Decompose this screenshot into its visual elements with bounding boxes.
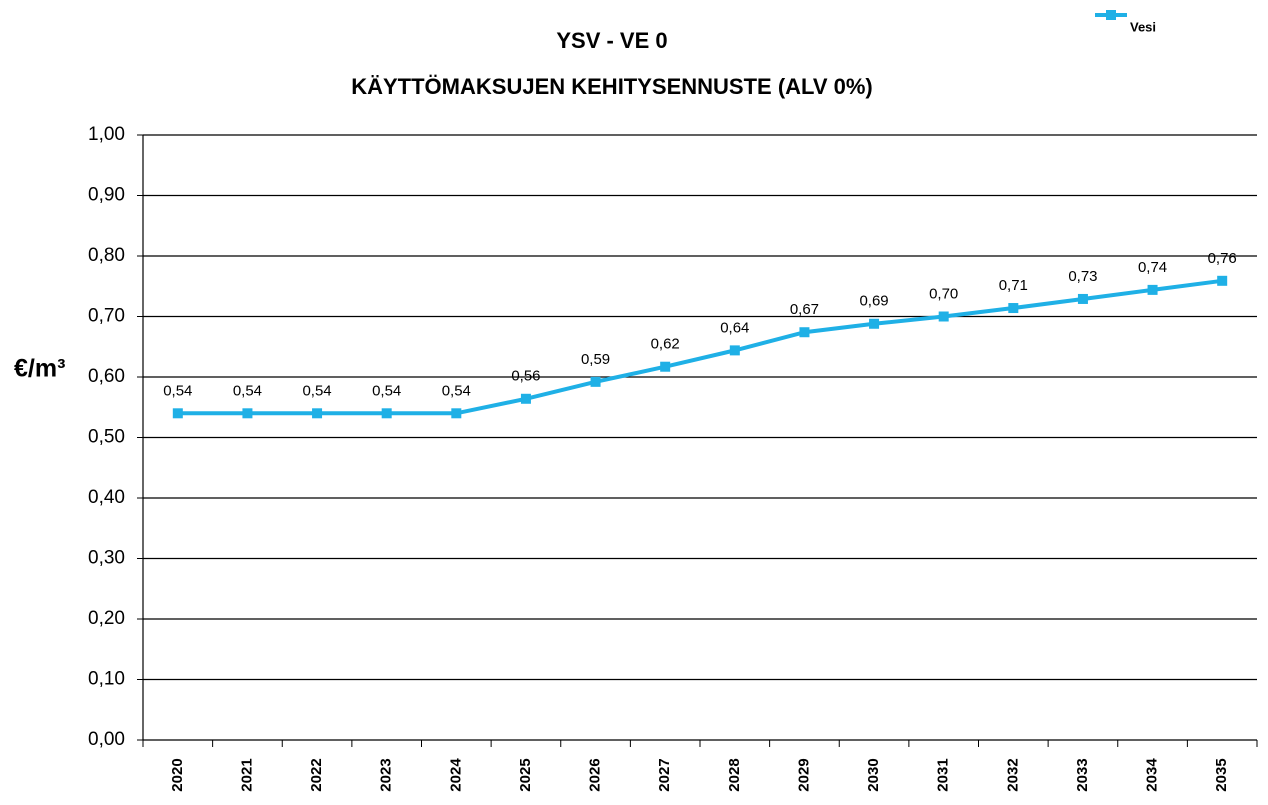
line xyxy=(177,278,1223,416)
y-tick-label: 0,40 xyxy=(88,487,125,508)
data-label: 0,74 xyxy=(1138,259,1167,276)
y-tick-label: 0,20 xyxy=(88,608,125,629)
marker xyxy=(590,376,601,387)
x-tick-label: 2025 xyxy=(517,758,534,791)
data-label: 0,56 xyxy=(511,368,540,385)
chart-subtitle: KÄYTTÖMAKSUJEN KEHITYSENNUSTE (ALV 0%) xyxy=(351,74,873,99)
x-tick-label: 2022 xyxy=(308,758,325,791)
marker xyxy=(242,408,253,419)
x-tick-label: 2035 xyxy=(1213,758,1230,791)
y-tick-label: 0,30 xyxy=(88,548,125,569)
marker xyxy=(1077,293,1088,304)
data-label: 0,69 xyxy=(859,293,888,310)
data-label: 0,54 xyxy=(233,382,262,399)
y-tick-label: 0,60 xyxy=(88,366,125,387)
x-tick-label: 2030 xyxy=(865,758,882,791)
y-tick-label: 0,10 xyxy=(88,669,125,690)
y-tick-label: 0,90 xyxy=(88,185,125,206)
y-tick-label: 0,50 xyxy=(88,427,125,448)
y-tick-label: 1,00 xyxy=(88,124,125,145)
data-label: 0,70 xyxy=(929,285,958,302)
marker xyxy=(381,408,392,419)
x-tick-label: 2020 xyxy=(169,758,186,791)
data-label: 0,54 xyxy=(163,382,192,399)
marker xyxy=(1008,303,1019,314)
y-axis-title: €/m³ xyxy=(14,355,65,383)
data-label: 0,54 xyxy=(372,382,401,399)
data-label: 0,54 xyxy=(442,382,471,399)
marker xyxy=(799,327,810,338)
marker xyxy=(1147,284,1158,295)
marker xyxy=(520,393,531,404)
x-tick-label: 2024 xyxy=(447,758,464,792)
chart-title: YSV - VE 0 xyxy=(556,28,667,53)
x-tick-label: 2032 xyxy=(1004,758,1021,791)
marker xyxy=(660,361,671,372)
y-tick-label: 0,00 xyxy=(88,729,125,750)
x-tick-label: 2029 xyxy=(795,758,812,791)
data-label: 0,59 xyxy=(581,351,610,368)
x-tick-label: 2028 xyxy=(726,758,743,791)
x-tick-label: 2031 xyxy=(935,758,952,791)
x-tick-label: 2026 xyxy=(587,758,604,791)
y-tick-label: 0,80 xyxy=(88,245,125,266)
x-tick-label: 2027 xyxy=(656,758,673,791)
x-tick-label: 2034 xyxy=(1144,758,1161,792)
marker xyxy=(869,318,880,329)
data-label: 0,62 xyxy=(651,336,680,353)
marker xyxy=(312,408,323,419)
marker xyxy=(451,408,462,419)
data-label: 0,64 xyxy=(720,319,749,336)
data-label: 0,73 xyxy=(1068,268,1097,285)
x-tick-label: 2033 xyxy=(1074,758,1091,791)
legend-marker xyxy=(1106,10,1116,20)
x-tick-label: 2023 xyxy=(378,758,395,791)
x-tick-label: 2021 xyxy=(238,758,255,791)
y-tick-label: 0,70 xyxy=(88,306,125,327)
data-label: 0,76 xyxy=(1208,250,1237,267)
marker xyxy=(938,311,949,322)
marker xyxy=(729,345,740,356)
marker xyxy=(172,408,183,419)
marker xyxy=(1217,275,1228,286)
data-label: 0,71 xyxy=(999,277,1028,294)
data-label: 0,54 xyxy=(302,382,331,399)
data-label: 0,67 xyxy=(790,301,819,318)
legend-label: Vesi xyxy=(1130,19,1156,34)
